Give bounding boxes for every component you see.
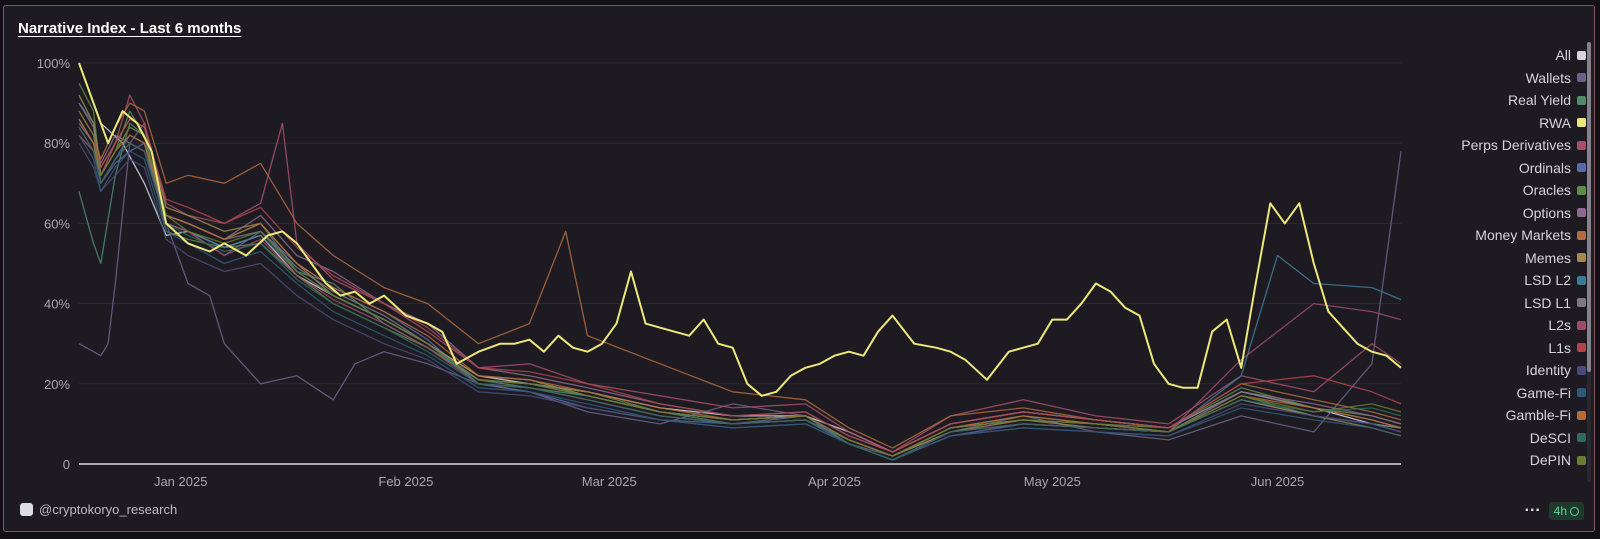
x-tick-label: Jun 2025: [1251, 474, 1305, 489]
legend-item-options[interactable]: Options: [1406, 202, 1586, 225]
y-tick-label: 0: [63, 457, 70, 472]
series-line-options[interactable]: [78, 122, 1402, 453]
legend-label: L2s: [1548, 317, 1571, 334]
legend-item-perps-derivatives[interactable]: Perps Derivatives: [1406, 134, 1586, 157]
legend-label: Identity: [1525, 362, 1571, 379]
legend-label: Game-Fi: [1516, 384, 1571, 401]
check-circle-icon: [1570, 506, 1579, 516]
legend-swatch: [1577, 208, 1586, 218]
legend-label: L1s: [1548, 339, 1571, 356]
legend-swatch: [1577, 365, 1586, 375]
legend-label: Real Yield: [1507, 92, 1571, 109]
series-line-money-markets[interactable]: [78, 102, 1402, 449]
author-logo-icon: [20, 503, 33, 516]
legend-item-l1s[interactable]: L1s: [1406, 337, 1586, 360]
y-tick-label: 80%: [44, 136, 70, 151]
y-tick-label: 60%: [44, 216, 70, 231]
legend-item-all[interactable]: All: [1406, 44, 1586, 67]
legend-swatch: [1577, 388, 1586, 398]
legend-item-game-fi[interactable]: Game-Fi: [1406, 382, 1586, 405]
legend-label: LSD L2: [1524, 272, 1571, 289]
series-line-l2s[interactable]: [78, 126, 1402, 461]
refresh-interval-label: 4h: [1553, 504, 1567, 518]
legend-label: Ordinals: [1518, 159, 1571, 176]
legend: All Wallets Real Yield RWA Perps Derivatives…: [1406, 44, 1586, 472]
footer-controls: ··· 4h: [1525, 502, 1584, 520]
x-tick-label: Feb 2025: [378, 474, 433, 489]
ellipsis-icon[interactable]: ···: [1524, 502, 1541, 519]
chart-title[interactable]: Narrative Index - Last 6 months: [18, 20, 242, 37]
legend-swatch: [1577, 230, 1586, 240]
legend-swatch: [1577, 275, 1586, 285]
series-line-rwa[interactable]: [78, 62, 1402, 397]
legend-swatch: [1577, 140, 1586, 150]
legend-label: Memes: [1525, 249, 1571, 266]
legend-item-memes[interactable]: Memes: [1406, 247, 1586, 270]
legend-swatch: [1577, 253, 1586, 263]
series-line-oracles[interactable]: [78, 82, 1402, 457]
legend-item-lsd-l2[interactable]: LSD L2: [1406, 269, 1586, 292]
legend-item-wallets[interactable]: Wallets: [1406, 67, 1586, 90]
legend-swatch: [1577, 73, 1586, 83]
gridlines: [79, 62, 1401, 385]
legend-label: Gamble-Fi: [1505, 407, 1571, 424]
legend-item-lsd-l1[interactable]: LSD L1: [1406, 292, 1586, 315]
legend-label: DePIN: [1529, 452, 1571, 469]
legend-item-real-yield[interactable]: Real Yield: [1406, 89, 1586, 112]
legend-item-depin[interactable]: DePIN: [1406, 449, 1586, 472]
legend-label: Oracles: [1522, 182, 1571, 199]
legend-swatch: [1577, 320, 1586, 330]
y-tick-label: 40%: [44, 297, 70, 312]
legend-swatch: [1577, 298, 1586, 308]
legend-item-ordinals[interactable]: Ordinals: [1406, 157, 1586, 180]
x-tick-label: Apr 2025: [808, 474, 861, 489]
legend-swatch: [1577, 50, 1586, 60]
legend-swatch: [1577, 118, 1586, 128]
legend-swatch: [1577, 410, 1586, 420]
legend-item-gamble-fi[interactable]: Gamble-Fi: [1406, 404, 1586, 427]
series-lines: [78, 62, 1402, 461]
series-line-l1s[interactable]: [78, 110, 1402, 453]
legend-label: Money Markets: [1475, 227, 1571, 244]
legend-swatch: [1577, 185, 1586, 195]
x-axis-ticks: Jan 2025 Feb 2025 Mar 2025 Apr 2025 May 2025…: [154, 474, 1304, 489]
series-line-lsd-l1[interactable]: [78, 102, 1402, 457]
legend-item-rwa[interactable]: RWA: [1406, 112, 1586, 135]
legend-scrollbar[interactable]: [1587, 42, 1591, 482]
legend-scrollbar-thumb[interactable]: [1587, 42, 1591, 372]
legend-label: LSD L1: [1524, 294, 1571, 311]
legend-swatch: [1577, 95, 1586, 105]
legend-label: RWA: [1539, 114, 1571, 131]
line-chart: 0 20% 40% 60% 80% 100% Jan 2025 Feb 2025 Mar 20…: [37, 56, 1402, 489]
legend-swatch: [1577, 163, 1586, 173]
legend-swatch: [1577, 433, 1586, 443]
series-line-game-fi[interactable]: [78, 134, 1402, 461]
legend-label: All: [1555, 47, 1571, 64]
y-axis-ticks: 0 20% 40% 60% 80% 100%: [37, 56, 71, 472]
attribution: @cryptokoryo_research: [20, 502, 177, 517]
legend-label: Perps Derivatives: [1461, 137, 1571, 154]
series-line-depin[interactable]: [78, 110, 1402, 457]
y-tick-label: 20%: [44, 377, 70, 392]
refresh-badge[interactable]: 4h: [1548, 502, 1584, 520]
attribution-text: @cryptokoryo_research: [39, 502, 178, 517]
legend-swatch: [1577, 455, 1586, 465]
chart-panel: Narrative Index - Last 6 months 0 20% 40% 6…: [3, 5, 1595, 532]
legend-item-desci[interactable]: DeSCI: [1406, 427, 1586, 450]
legend-item-oracles[interactable]: Oracles: [1406, 179, 1586, 202]
series-line-desci[interactable]: [78, 126, 1402, 461]
legend-item-identity[interactable]: Identity: [1406, 359, 1586, 382]
legend-label: Wallets: [1525, 69, 1571, 86]
x-tick-label: Mar 2025: [582, 474, 637, 489]
legend-label: Options: [1522, 204, 1571, 221]
legend-item-l2s[interactable]: L2s: [1406, 314, 1586, 337]
legend-label: DeSCI: [1529, 429, 1571, 446]
y-tick-label: 100%: [37, 56, 71, 71]
legend-swatch: [1577, 343, 1586, 353]
legend-item-money-markets[interactable]: Money Markets: [1406, 224, 1586, 247]
x-tick-label: Jan 2025: [154, 474, 208, 489]
x-tick-label: May 2025: [1024, 474, 1081, 489]
